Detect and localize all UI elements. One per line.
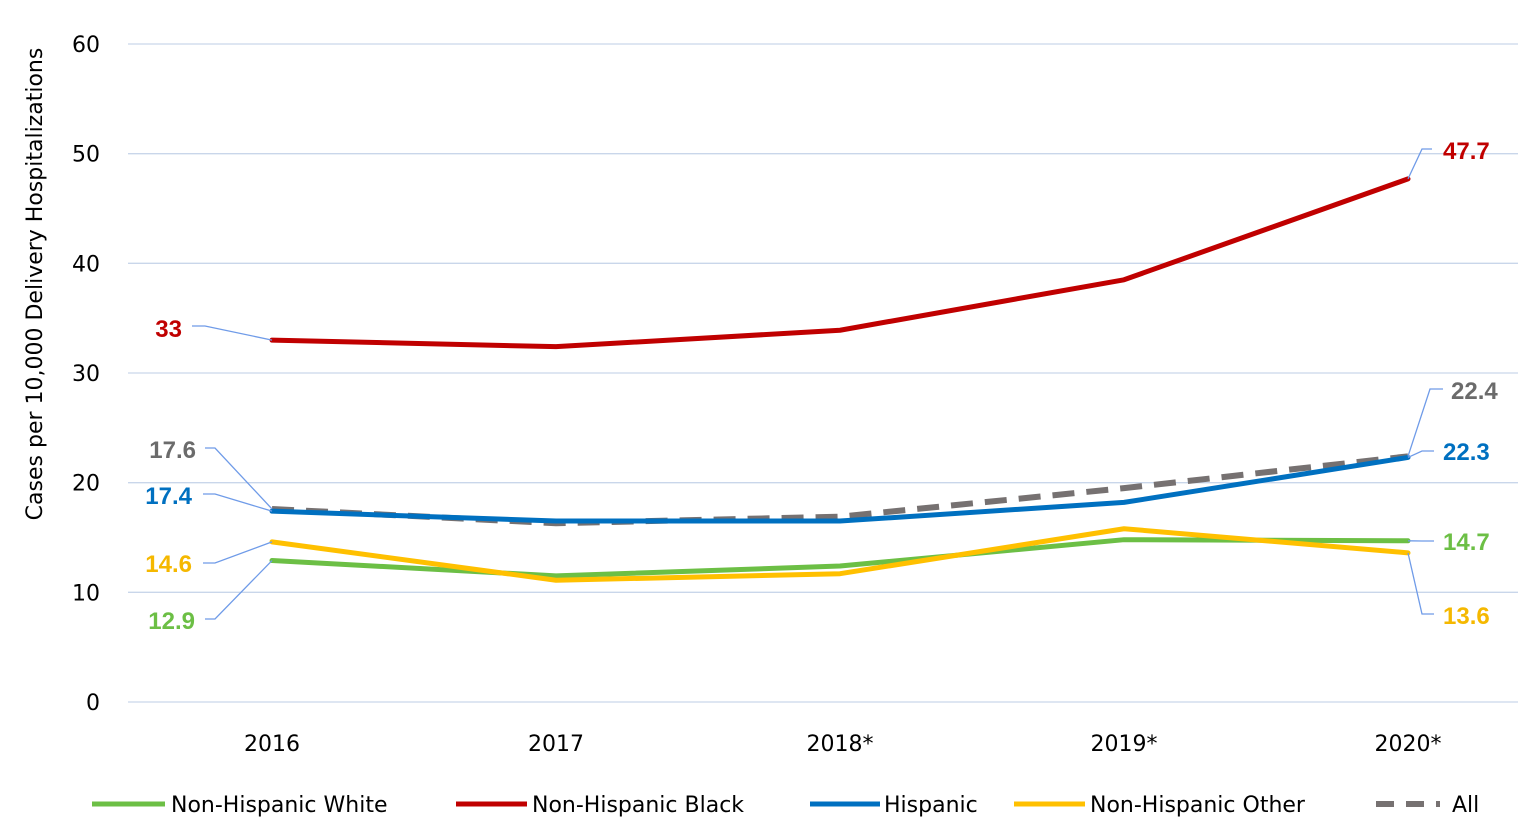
y-tick-label: 10	[72, 581, 100, 606]
data-label: 14.7	[1443, 529, 1490, 556]
data-label: 47.7	[1443, 138, 1490, 165]
leader-line	[192, 325, 273, 341]
data-label: 14.6	[145, 551, 192, 578]
series-line-non-hispanic-black	[269, 176, 1411, 350]
data-label: 13.6	[1443, 603, 1490, 630]
leader-line	[1407, 388, 1443, 457]
series-line-all	[271, 453, 1409, 527]
legend-label: All	[1452, 793, 1479, 818]
data-label: 17.4	[145, 483, 192, 510]
legend-label: Non-Hispanic White	[171, 793, 387, 818]
data-label: 17.6	[149, 437, 196, 464]
data-label: 22.3	[1443, 439, 1490, 466]
data-label: 12.9	[148, 608, 195, 635]
series-lines	[269, 176, 1411, 583]
legend-item-non-hispanic-black: Non-Hispanic Black	[456, 793, 744, 818]
legend-label: Non-Hispanic Other	[1090, 793, 1306, 818]
y-axis-ticks: 0 10 20 30 40 50 60	[72, 33, 100, 716]
data-label: 33	[155, 316, 182, 343]
leader-line	[203, 493, 273, 512]
y-tick-label: 40	[72, 252, 100, 277]
x-tick-label: 2017	[528, 732, 584, 757]
legend: Non-Hispanic White Non-Hispanic Black Hisp…	[92, 793, 1479, 818]
x-axis-ticks: 2016 2017 2018* 2019* 2020*	[244, 732, 1442, 757]
x-tick-label: 2020*	[1375, 732, 1442, 757]
data-label-leaders	[192, 148, 1443, 620]
y-tick-label: 60	[72, 33, 100, 58]
leader-line	[205, 560, 273, 620]
series-line-non-hispanic-other	[269, 526, 1411, 583]
legend-label: Non-Hispanic Black	[532, 793, 744, 818]
legend-item-non-hispanic-other: Non-Hispanic Other	[1014, 793, 1306, 818]
leader-line	[1407, 148, 1432, 180]
x-tick-label: 2019*	[1091, 732, 1158, 757]
leader-line	[205, 447, 273, 510]
gridlines	[128, 43, 1518, 703]
data-label: 22.4	[1451, 378, 1498, 405]
leader-line	[203, 541, 273, 564]
y-tick-label: 20	[72, 472, 100, 497]
legend-item-hispanic: Hispanic	[810, 793, 978, 818]
data-labels: 33 17.6 17.4 14.6 12.9 47.7 22.4 22.3 14.7 13.6	[145, 138, 1498, 635]
legend-item-all: All	[1376, 793, 1479, 818]
leader-line	[1407, 450, 1434, 459]
legend-item-non-hispanic-white: Non-Hispanic White	[92, 793, 387, 818]
series-line-hispanic	[269, 454, 1411, 524]
y-tick-label: 30	[72, 362, 100, 387]
legend-label: Hispanic	[884, 793, 978, 818]
x-tick-label: 2018*	[807, 732, 874, 757]
y-tick-label: 0	[86, 691, 100, 716]
series-line-non-hispanic-white	[269, 537, 1411, 579]
y-tick-label: 50	[72, 143, 100, 168]
x-tick-label: 2016	[244, 732, 300, 757]
leader-line	[1407, 552, 1434, 615]
y-axis-title: Cases per 10,000 Delivery Hospitalizatio…	[23, 48, 48, 521]
